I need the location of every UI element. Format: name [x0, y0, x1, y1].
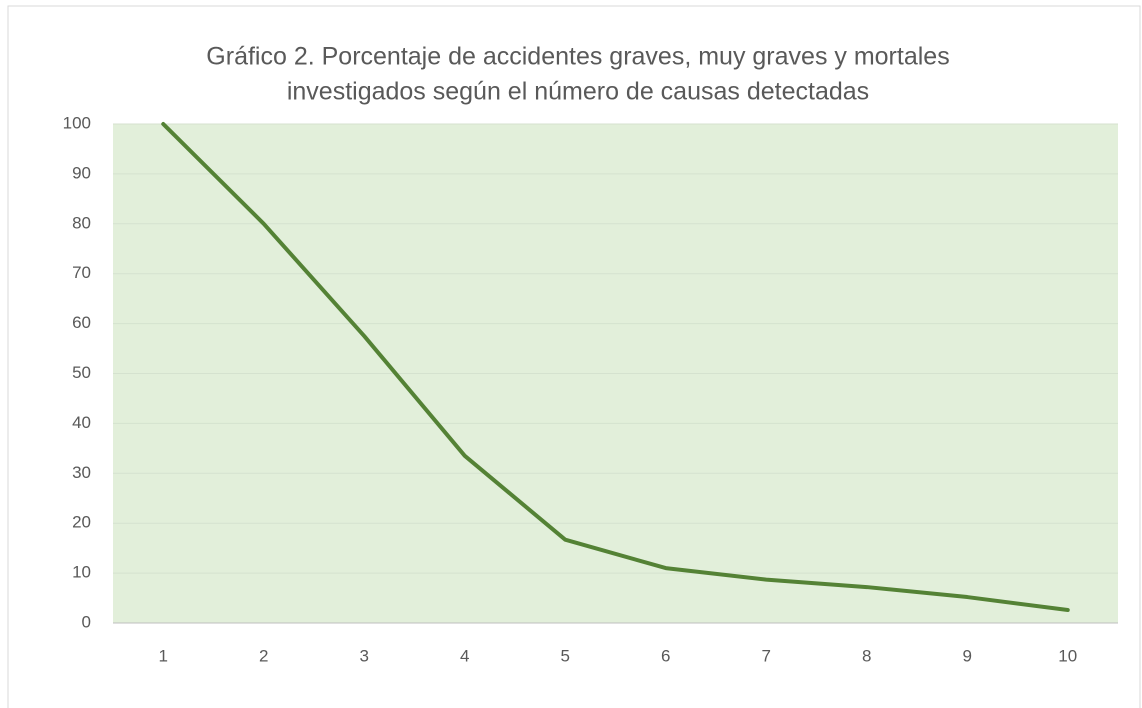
x-tick-label: 4 [460, 646, 469, 665]
y-tick-label: 100 [63, 113, 91, 132]
y-tick-label: 60 [72, 313, 91, 332]
x-tick-label: 5 [561, 646, 570, 665]
x-tick-label: 3 [360, 646, 369, 665]
x-tick-label: 10 [1058, 646, 1077, 665]
x-tick-label: 1 [159, 646, 168, 665]
x-tick-label: 2 [259, 646, 268, 665]
y-tick-label: 0 [82, 612, 91, 631]
x-tick-label: 6 [661, 646, 670, 665]
y-tick-label: 90 [72, 163, 91, 182]
y-tick-label: 40 [72, 413, 91, 432]
x-tick-label: 7 [762, 646, 771, 665]
y-tick-label: 70 [72, 263, 91, 282]
chart-title: investigados según el número de causas d… [287, 78, 869, 106]
y-tick-label: 80 [72, 213, 91, 232]
data-line [161, 122, 1070, 613]
y-tick-label: 20 [72, 513, 91, 532]
x-tick-label: 8 [862, 646, 871, 665]
y-tick-label: 10 [72, 563, 91, 582]
y-tick-label: 50 [72, 363, 91, 382]
x-tick-label: 9 [963, 646, 972, 665]
y-tick-label: 30 [72, 463, 91, 482]
chart-title: Gráfico 2. Porcentaje de accidentes grav… [206, 43, 949, 71]
